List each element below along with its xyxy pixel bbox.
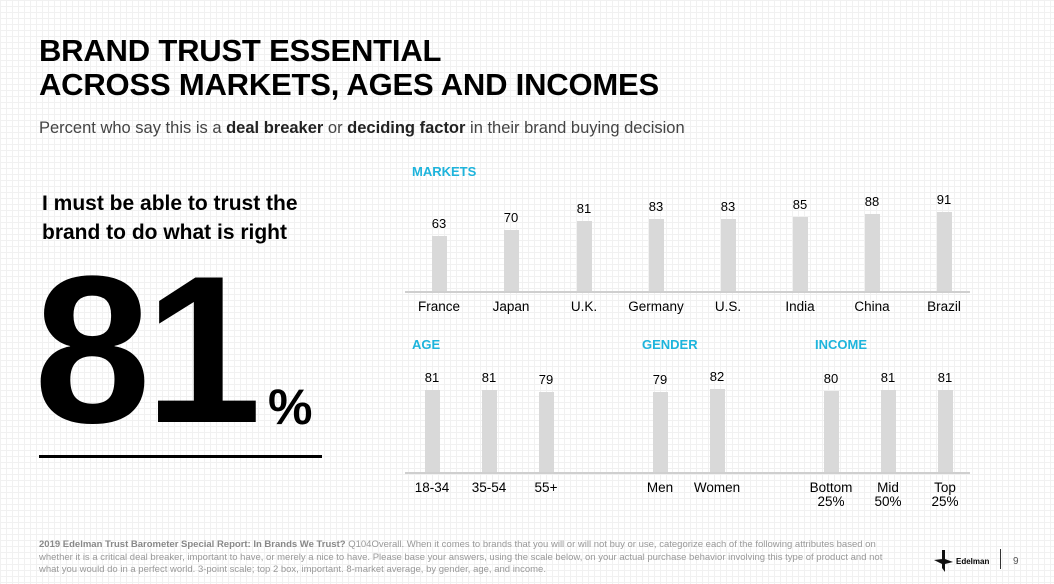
bar-mid-50-: [881, 390, 896, 472]
bar-women: [710, 389, 725, 472]
section-title-age: AGE: [412, 337, 441, 352]
subtitle-bold-2: deciding factor: [347, 119, 466, 137]
data-label: 81: [576, 200, 592, 216]
category-label: Bottom 25%: [809, 480, 853, 509]
bar-35-54: [482, 390, 497, 472]
section-title-income: INCOME: [815, 337, 867, 352]
subtitle-bold-1: deal breaker: [226, 119, 324, 137]
section-title-gender: GENDER: [642, 337, 698, 352]
subtitle: Percent who say this is a deal breaker o…: [39, 119, 685, 138]
data-label: 91: [936, 191, 952, 207]
category-label: 35-54: [471, 480, 507, 495]
page-number: 9: [1013, 556, 1019, 567]
category-label: 55+: [534, 480, 558, 495]
bar-18-34: [425, 390, 440, 472]
data-label: 80: [823, 371, 839, 387]
edelman-logo: Edelman: [934, 550, 989, 572]
data-label: 88: [864, 194, 880, 210]
subtitle-text: in their brand buying decision: [465, 119, 685, 137]
data-label: 81: [937, 370, 953, 386]
data-label: 79: [538, 372, 554, 388]
category-label: U.K.: [570, 299, 598, 314]
logo-text: Edelman: [956, 556, 990, 566]
data-label: 81: [424, 370, 440, 386]
bar-u-s-: [721, 218, 736, 291]
data-label: 63: [431, 216, 447, 232]
category-label: Women: [693, 480, 741, 495]
divider-rule: [39, 455, 322, 458]
data-label: 70: [503, 210, 519, 226]
category-label: Brazil: [927, 299, 961, 314]
category-label: Top 25%: [931, 480, 959, 509]
bar-men: [653, 392, 668, 472]
data-label: 85: [792, 197, 808, 213]
title-line-2: ACROSS MARKETS, AGES AND INCOMES: [39, 67, 659, 102]
bar-germany: [649, 218, 664, 291]
category-label: 18-34: [414, 480, 450, 495]
data-label: 83: [648, 198, 664, 214]
category-label: U.S.: [714, 299, 742, 314]
bar-india: [793, 217, 808, 291]
x-axis-line: [405, 291, 970, 293]
category-label: France: [417, 299, 461, 314]
headline-unit: %: [268, 379, 313, 435]
page-title: BRAND TRUST ESSENTIAL ACROSS MARKETS, AG…: [39, 34, 659, 102]
bar-u-k-: [577, 220, 592, 291]
x-axis-line: [405, 472, 970, 474]
statement: I must be able to trust the brand to do …: [42, 192, 298, 244]
title-line-1: BRAND TRUST ESSENTIAL: [39, 33, 442, 68]
bar-top-25-: [938, 390, 953, 472]
category-label: Germany: [628, 299, 684, 314]
bar-japan: [504, 230, 519, 291]
headline-value: 81: [34, 232, 262, 467]
data-label: 81: [481, 370, 497, 386]
bar-bottom-25-: [824, 391, 839, 472]
subtitle-text: or: [323, 119, 348, 137]
data-label: 81: [880, 370, 896, 386]
data-label: 79: [652, 372, 668, 388]
category-label: India: [785, 299, 815, 314]
section-title-markets: MARKETS: [412, 164, 477, 179]
data-label: 83: [720, 198, 736, 214]
edelman-logo-icon: [934, 550, 953, 572]
footnote: 2019 Edelman Trust Barometer Special Rep…: [39, 539, 899, 577]
bar-brazil: [937, 211, 952, 291]
category-label: Japan: [492, 299, 530, 314]
footer-divider: [1000, 549, 1001, 569]
data-label: 82: [709, 369, 725, 385]
bar-55-: [539, 392, 554, 472]
footnote-text: Q104Overall. When it comes to brands tha…: [39, 539, 883, 575]
category-label: Men: [646, 480, 674, 495]
bar-france: [432, 236, 447, 291]
bar-china: [865, 214, 880, 291]
category-label: Mid 50%: [874, 480, 902, 509]
category-label: China: [854, 299, 890, 314]
footnote-source: 2019 Edelman Trust Barometer Special Rep…: [39, 539, 346, 550]
subtitle-text: Percent who say this is a: [39, 119, 227, 137]
